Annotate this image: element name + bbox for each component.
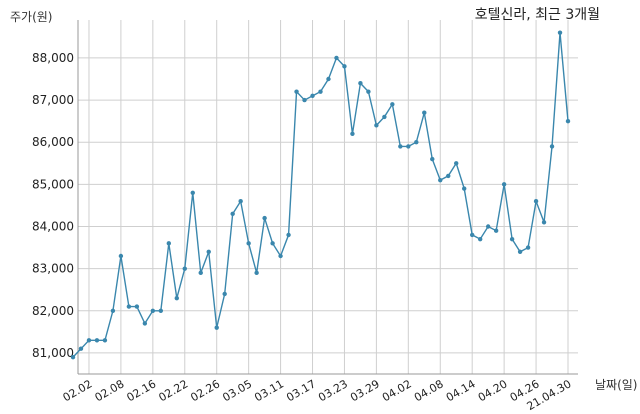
data-point [382, 114, 387, 120]
data-point [166, 241, 172, 246]
x-tick-label: 03.23 [316, 377, 350, 404]
data-point [477, 236, 483, 242]
data-point [358, 81, 363, 86]
x-tick-label: 02.16 [125, 377, 159, 404]
data-point [238, 199, 243, 204]
data-point [350, 131, 355, 136]
x-tick-label: 02.02 [61, 377, 95, 404]
data-point [262, 215, 267, 221]
x-tick-label: 03.17 [284, 377, 318, 404]
data-point [525, 245, 531, 250]
data-point [509, 236, 515, 242]
y-tick-label: 82,000 [32, 304, 74, 318]
price-line [72, 32, 569, 358]
x-tick-label: 04.20 [476, 377, 510, 404]
data-point [430, 156, 435, 162]
data-point [414, 140, 419, 145]
data-point [485, 224, 491, 229]
data-points [70, 30, 571, 360]
x-tick-labels: 02.0202.0802.1602.2202.2603.0503.1103.17… [61, 377, 574, 413]
chart-title: 호텔신라, 최근 3개월 [474, 7, 600, 23]
data-point [565, 118, 571, 124]
data-point [126, 304, 132, 309]
data-point [158, 308, 164, 313]
data-point [366, 89, 371, 94]
data-point [118, 253, 124, 259]
data-point [398, 144, 403, 149]
data-point [270, 241, 275, 246]
data-point [86, 338, 92, 343]
x-tick-label: 03.29 [348, 377, 382, 404]
data-point [94, 338, 100, 343]
x-tick-label: 04.08 [412, 377, 446, 404]
axes [77, 20, 578, 375]
y-tick-label: 85,000 [32, 177, 74, 191]
data-point [246, 241, 251, 246]
data-point [438, 177, 443, 183]
y-tick-label: 81,000 [32, 346, 74, 360]
x-tick-label: 04.14 [444, 377, 478, 404]
data-point [342, 64, 347, 69]
data-point [446, 173, 451, 179]
data-point [294, 89, 299, 94]
y-tick-label: 87,000 [32, 93, 74, 107]
data-point [102, 338, 108, 343]
data-point [278, 253, 283, 259]
data-point [326, 76, 331, 82]
data-point [110, 308, 116, 313]
data-point [310, 93, 315, 99]
data-point [142, 321, 148, 326]
data-point [517, 249, 523, 254]
data-point [214, 325, 219, 330]
data-point [334, 55, 339, 61]
x-tick-label: 03.11 [252, 377, 286, 404]
data-point [454, 161, 459, 166]
data-point [198, 270, 203, 276]
y-tick-label: 88,000 [32, 51, 74, 65]
data-point [549, 144, 555, 149]
data-point [182, 266, 187, 271]
x-tick-label: 02.26 [188, 377, 222, 404]
data-point [230, 211, 235, 217]
data-point [174, 295, 179, 301]
x-axis-label: 날짜(일) [595, 378, 638, 392]
data-point [190, 190, 195, 195]
x-tick-label: 03.05 [220, 377, 254, 404]
data-point [286, 232, 291, 238]
data-point [374, 123, 379, 128]
x-tick-label: 02.08 [93, 377, 127, 404]
data-point [462, 186, 467, 191]
data-point [302, 97, 307, 103]
data-point [533, 199, 539, 204]
data-point [406, 144, 411, 149]
y-axis-label: 주가(원) [10, 10, 53, 24]
grid-lines [78, 20, 578, 374]
y-tick-labels: 81,000 82,000 83,000 84,000 85,000 86,000 87,0… [32, 51, 74, 360]
data-point [422, 110, 427, 115]
data-point [222, 291, 227, 297]
data-point [541, 220, 547, 225]
data-point [390, 102, 395, 107]
data-point [254, 270, 259, 276]
data-point [318, 89, 323, 94]
data-point [557, 30, 563, 35]
y-tick-label: 84,000 [32, 220, 74, 234]
data-point [469, 232, 475, 238]
data-point [78, 346, 84, 351]
data-point [150, 308, 156, 313]
y-tick-label: 86,000 [32, 135, 74, 149]
x-tick-label: 04.02 [380, 377, 414, 404]
data-point [493, 228, 499, 233]
data-point [70, 354, 76, 360]
data-point [501, 182, 507, 187]
data-point [206, 249, 211, 254]
y-tick-label: 83,000 [32, 262, 74, 276]
series-line [72, 32, 569, 358]
data-point [134, 304, 140, 309]
x-tick-label: 02.22 [156, 377, 190, 404]
